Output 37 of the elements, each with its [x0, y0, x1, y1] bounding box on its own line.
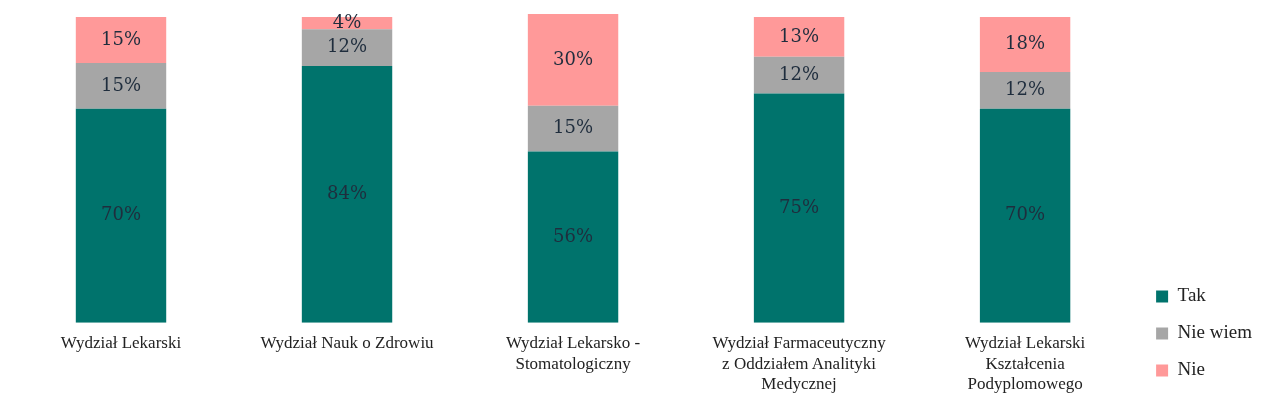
- data-label: 70%: [1005, 203, 1046, 225]
- data-label: 12%: [327, 35, 368, 57]
- data-label: 75%: [779, 195, 820, 217]
- bar: [75, 108, 167, 323]
- x-tick-label: Wydział Farmaceutyczny z Oddziałem Analityki Medycznej: [712, 333, 887, 394]
- bar: [75, 62, 167, 109]
- data-label: 15%: [101, 73, 142, 95]
- bar: [753, 56, 845, 94]
- bar: [527, 151, 619, 323]
- data-label: 15%: [101, 27, 142, 49]
- data-label: 4%: [332, 10, 362, 32]
- bar: [979, 17, 1071, 73]
- data-label: 15%: [553, 116, 594, 138]
- data-label: 30%: [553, 47, 594, 69]
- legend-label: Nie: [1177, 358, 1206, 380]
- data-label: 56%: [553, 224, 594, 246]
- x-tick-label: Wydział Lekarski Kształcenia Podyplomowego: [964, 333, 1086, 394]
- data-label: 12%: [779, 62, 820, 84]
- bar: [753, 17, 845, 57]
- x-tick-label: Wydział Lekarsko - Stomatologiczny: [506, 333, 641, 373]
- bar: [301, 65, 393, 323]
- x-tick-label: Wydział Nauk o Zdrowiu: [260, 333, 435, 353]
- bar: [527, 105, 619, 152]
- data-label: 84%: [327, 182, 368, 204]
- bar: [979, 108, 1071, 323]
- data-label: 18%: [1005, 32, 1046, 54]
- bar: [301, 29, 393, 66]
- data-label: 70%: [101, 203, 142, 225]
- data-label: 13%: [779, 24, 820, 46]
- bar: [527, 14, 619, 106]
- x-tick-label: Wydział Lekarski: [60, 333, 182, 353]
- bar: [75, 17, 167, 63]
- data-label: 12%: [1005, 78, 1046, 100]
- bar: [753, 93, 845, 323]
- legend-label: Nie wiem: [1177, 321, 1253, 343]
- bar: [979, 72, 1071, 109]
- legend-label: Tak: [1177, 284, 1207, 306]
